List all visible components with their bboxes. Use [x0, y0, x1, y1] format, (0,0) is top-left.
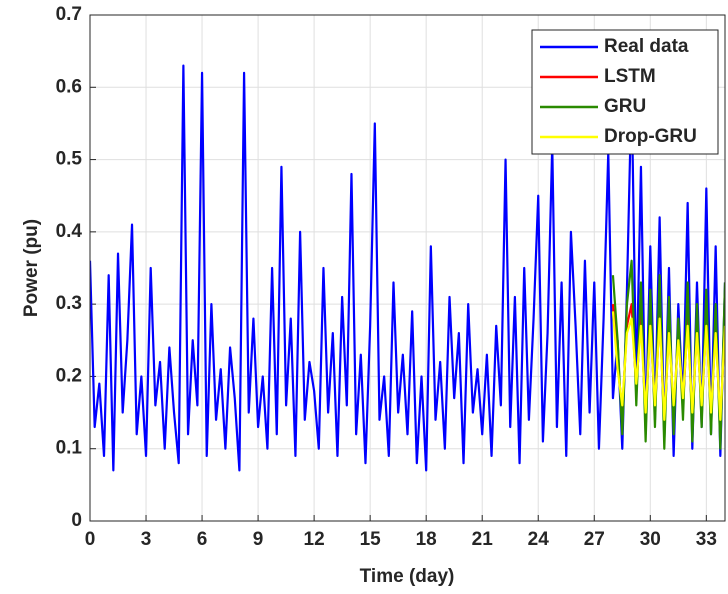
- y-tick-label: 0.6: [56, 76, 82, 97]
- x-axis-label: Time (day): [360, 566, 455, 587]
- series-line: [611, 311, 725, 421]
- x-tick-label: 0: [85, 529, 96, 550]
- series-line: [611, 259, 725, 450]
- y-axis-label: Power (pu): [21, 219, 42, 317]
- y-tick-label: 0: [71, 510, 82, 531]
- x-tick-label: 12: [304, 529, 325, 550]
- x-tick-label: 9: [253, 529, 264, 550]
- x-tick-label: 33: [696, 529, 717, 550]
- legend-label: Drop-GRU: [604, 126, 697, 147]
- legend-label: LSTM: [604, 66, 656, 87]
- y-tick-label: 0.4: [56, 221, 83, 242]
- y-tick-label: 0.5: [56, 149, 83, 170]
- x-tick-label: 24: [528, 529, 550, 550]
- y-tick-label: 0.3: [56, 293, 82, 314]
- legend-label: GRU: [604, 96, 646, 117]
- y-tick-label: 0.2: [56, 365, 82, 386]
- legend-box: [531, 29, 719, 155]
- x-tick-label: 27: [584, 529, 605, 550]
- legend-label: Real data: [604, 36, 689, 57]
- x-tick-label: 15: [360, 529, 382, 550]
- plot-area: [90, 64, 725, 472]
- y-tick-label: 0.7: [56, 4, 82, 25]
- x-tick-label: 30: [640, 529, 661, 550]
- axes-box: [89, 14, 726, 522]
- x-tick-label: 3: [141, 529, 152, 550]
- x-tick-label: 6: [197, 529, 208, 550]
- x-tick-label: 18: [416, 529, 437, 550]
- x-tick-label: 21: [472, 529, 494, 550]
- y-tick-label: 0.1: [56, 438, 83, 459]
